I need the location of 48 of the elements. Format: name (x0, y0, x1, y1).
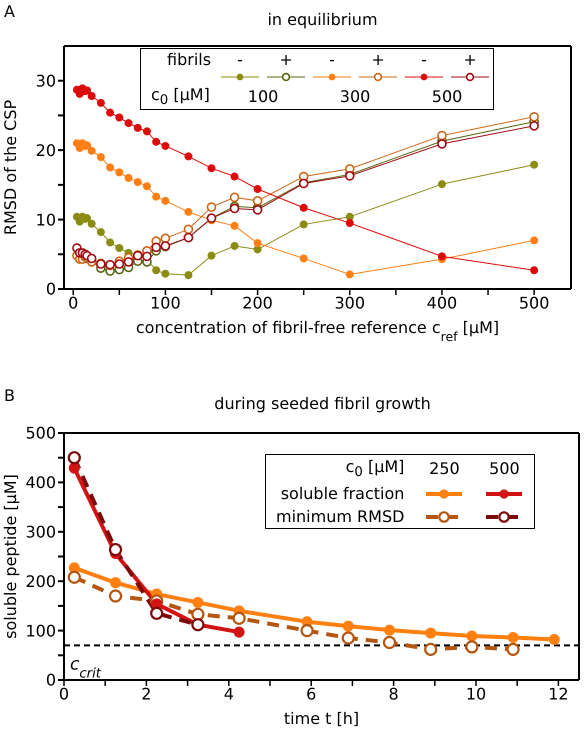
legend-title: fibrils (167, 50, 212, 69)
x-tick-label: 0 (58, 684, 70, 704)
annotation: 100 (248, 87, 278, 106)
x-axis-title: time t [h] (284, 709, 360, 728)
y-tick-label: 500 (25, 424, 56, 443)
chart-title: during seeded fibril growth (214, 394, 431, 413)
y-tick-label: 10 (36, 210, 56, 230)
y-tick-label: 100 (25, 621, 56, 640)
x-tick-label: 10 (466, 684, 486, 704)
y-tick-label: 300 (25, 522, 56, 542)
annotation: soluble fraction (280, 484, 404, 504)
annotation: + (279, 50, 293, 69)
x-tick-label: 6 (306, 684, 316, 704)
x-tick-label: 4 (224, 684, 234, 704)
annotation: 500 (432, 87, 462, 106)
x-tick-label: 2 (141, 684, 152, 704)
x-tick-label: 500 (518, 293, 550, 312)
x-tick-label: 300 (334, 293, 366, 312)
x-tick-label: 8 (388, 684, 399, 704)
text: A (4, 2, 15, 21)
annotation: + (371, 50, 385, 69)
x-tick-label: 12 (548, 684, 569, 704)
chart-title: in equilibrium (267, 10, 378, 29)
x-axis-title: concentration of fibril-free reference c$_{ref}$ [μM] (136, 318, 500, 344)
annotation: 500 (489, 459, 520, 478)
y-axis-title: RMSD of the CSP (1, 99, 20, 236)
annotation: - (421, 50, 427, 69)
legend-title: c$_{0}$ [μM] (346, 457, 404, 480)
annotation: + (463, 50, 477, 69)
x-tick-label: 0 (68, 293, 78, 312)
y-tick-label: 0 (46, 280, 56, 299)
annotation: c$_{0}$ [μM] (151, 85, 210, 108)
annotation: minimum RMSD (276, 507, 404, 526)
ref-line-label: c$_{crit}$ (70, 654, 102, 681)
x-tick-label: 200 (242, 293, 273, 312)
y-axis-title: soluble peptide [μM] (1, 474, 20, 639)
annotation: 300 (340, 87, 370, 106)
y-tick-label: 30 (36, 71, 56, 90)
y-tick-label: 400 (25, 473, 56, 492)
text: B (4, 386, 15, 405)
y-tick-label: 0 (46, 670, 56, 690)
annotation: 250 (429, 459, 460, 478)
annotation: - (237, 50, 243, 69)
x-tick-label: 400 (426, 293, 458, 312)
annotation: - (329, 50, 335, 69)
y-tick-label: 200 (25, 572, 56, 591)
x-tick-label: 100 (150, 293, 181, 312)
y-tick-label: 20 (36, 140, 56, 160)
